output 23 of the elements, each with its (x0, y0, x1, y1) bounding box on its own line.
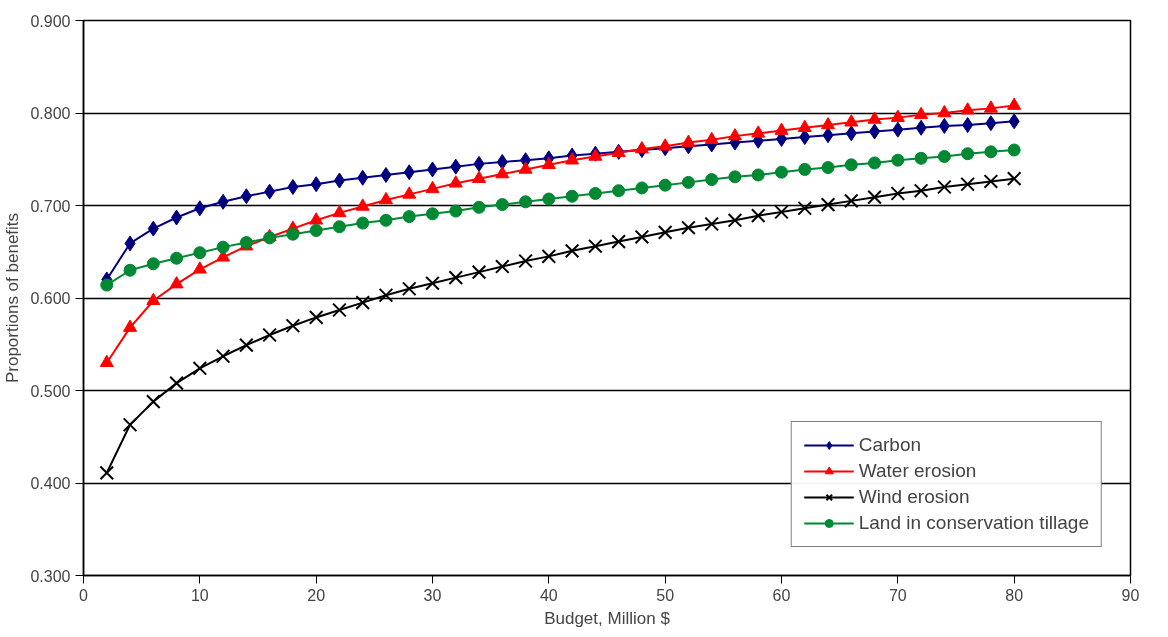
y-axis-title: Proportions of benefits (3, 212, 23, 384)
y-tick-label: 0.700 (30, 197, 71, 215)
x-tick-label: 0 (79, 586, 89, 604)
x-tick-label: 10 (190, 586, 209, 604)
y-tick-label: 0.600 (30, 290, 71, 307)
x-axis-title: Budget, Million $ (544, 608, 671, 628)
legend-label: Wind erosion (858, 486, 970, 508)
y-tick-label: 0.800 (30, 105, 71, 122)
legend-label: Water erosion (858, 460, 977, 482)
y-tick-label: 0.900 (30, 12, 71, 30)
x-tick-label: 60 (772, 586, 791, 604)
x-tick-label: 90 (1121, 586, 1140, 604)
x-tick-label: 30 (423, 586, 442, 604)
x-tick-label: 20 (307, 586, 326, 604)
x-tick-label: 40 (539, 586, 558, 604)
legend-label: Carbon (858, 434, 922, 456)
legend-label: Land in conservation tillage (858, 512, 1089, 534)
y-tick-label: 0.300 (30, 567, 71, 585)
y-tick-label: 0.400 (30, 475, 71, 492)
y-tick-label: 0.500 (30, 382, 71, 400)
x-tick-label: 50 (656, 586, 675, 604)
x-tick-label: 70 (888, 586, 907, 604)
x-tick-label: 80 (1005, 586, 1024, 604)
